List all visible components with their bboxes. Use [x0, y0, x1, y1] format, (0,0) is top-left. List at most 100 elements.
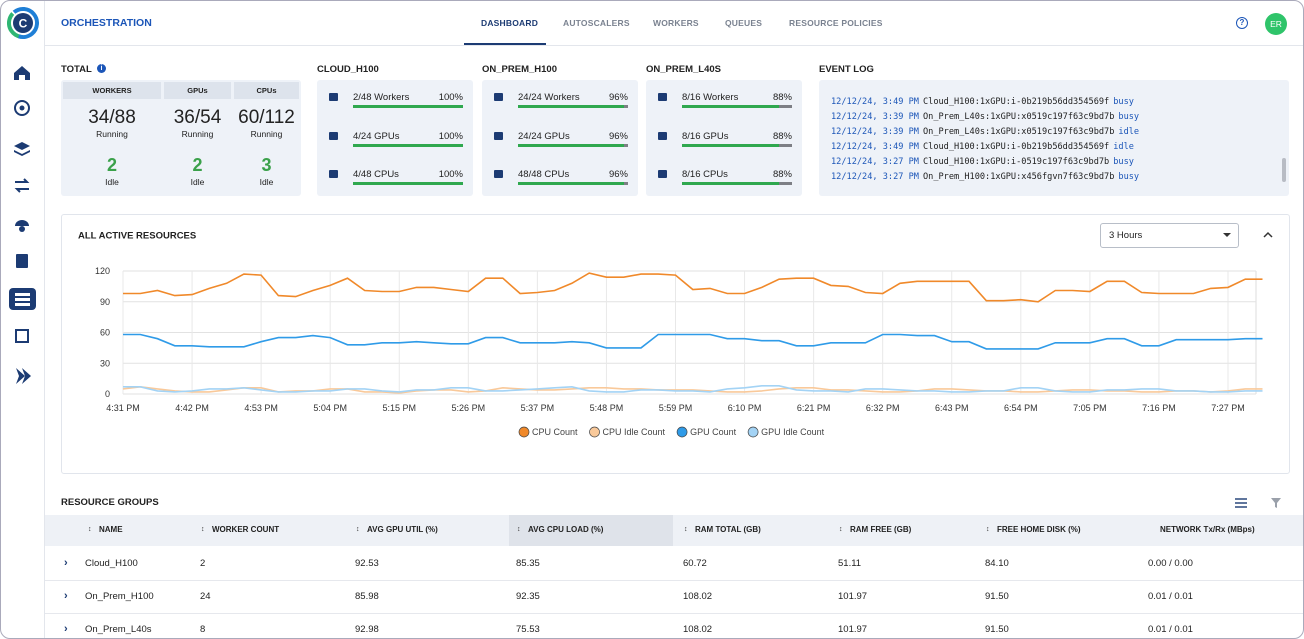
log-time: 12/12/24, 3:39 PM: [831, 127, 919, 137]
table-cell: 108.02: [683, 591, 713, 602]
table-tools[interactable]: [1234, 496, 1294, 510]
x-tick-label: 5:15 PM: [382, 403, 416, 413]
running-count: 60/112: [238, 107, 295, 128]
running-label: Running: [96, 129, 128, 139]
chart: ALL ACTIVE RESOURCES 0 30 60 90 120 4:31 PM 4:…: [78, 231, 1263, 438]
expand-button[interactable]: ›: [64, 557, 68, 569]
expand-button[interactable]: ›: [64, 623, 68, 635]
table-cell: 85.35: [516, 558, 540, 569]
log-entry: 12/12/24, 3:49 PM Cloud_H100:1xGPU:i-0b21…: [831, 97, 1138, 107]
help-button[interactable]: ?: [1236, 17, 1248, 29]
series-line: [123, 333, 1263, 350]
log-status: idle: [1118, 127, 1140, 137]
sidebar: [1, 1, 45, 638]
bar-fill: [518, 143, 624, 147]
section-title: TOTAL: [61, 64, 92, 75]
tab[interactable]: WORKERS: [653, 18, 699, 28]
section-title: EVENT LOG: [819, 64, 874, 75]
table-cell: On_Prem_L40s: [85, 624, 152, 635]
nav-icons[interactable]: [1, 56, 44, 396]
resource-icon: [658, 93, 667, 101]
resource-percent: 96%: [608, 169, 628, 180]
x-tick-label: 5:26 PM: [452, 403, 486, 413]
bar-fill: [518, 105, 624, 108]
resource-icon: [494, 131, 503, 140]
x-tick-label: 7:16 PM: [1142, 403, 1176, 413]
log-text: On_Prem_L40s:1xGPU:x0519c197f63c9bd7b: [922, 112, 1115, 122]
log-status: busy: [1118, 172, 1140, 182]
log-text: Cloud_H100:1xGPU:i-0519c197f63c9bd7b: [922, 157, 1110, 167]
idle-count: 3: [261, 155, 272, 175]
tab[interactable]: QUEUES: [725, 18, 763, 28]
resource-icon: [494, 93, 503, 101]
chart-card: [61, 214, 1290, 474]
x-tick-label: 4:53 PM: [244, 403, 278, 413]
total-card: WORKERS 34/88 Running 2 Idle GPUs 36/54 Running…: [61, 80, 301, 196]
idle-label: Idle: [259, 177, 274, 187]
table-cell: On_Prem_H100: [85, 591, 154, 602]
legend-marker: [747, 426, 759, 438]
log-entry: 12/12/24, 3:39 PM On_Prem_L40s:1xGPU:x051…: [831, 112, 1143, 122]
user-avatar[interactable]: ER: [1265, 13, 1287, 35]
y-tick-label: 0: [105, 389, 110, 399]
resource-label: 8/16 GPUs: [682, 130, 729, 142]
tab[interactable]: RESOURCE POLICIES: [789, 18, 883, 28]
column-header: RAM FREE (GB): [850, 525, 912, 534]
log-time: 12/12/24, 3:27 PM: [831, 157, 919, 167]
idle-label: Idle: [190, 177, 205, 187]
table-cell: 60.72: [683, 558, 707, 569]
column-header: RAM TOTAL (GB): [695, 525, 761, 534]
range-select[interactable]: 3 Hours: [1100, 223, 1239, 248]
resource-label: 8/16 CPUs: [682, 169, 728, 180]
app-title: ORCHESTRATION: [61, 17, 152, 29]
info-icon[interactable]: i: [97, 64, 106, 73]
table-cell: 0.00 / 0.00: [1148, 558, 1193, 569]
legend-marker: [518, 426, 530, 438]
resource-percent: 96%: [608, 130, 628, 142]
bar-fill: [518, 182, 624, 185]
header-divider: [45, 45, 1303, 46]
tab[interactable]: AUTOSCALERS: [563, 18, 630, 28]
table-cell: 8: [200, 624, 206, 635]
running-count: 34/88: [88, 107, 136, 128]
bar-fill: [682, 105, 779, 108]
active-tab-indicator: [464, 43, 546, 45]
table-cell: 101.97: [838, 624, 868, 635]
log-entry: 12/12/24, 3:39 PM On_Prem_L40s:1xGPU:x051…: [831, 127, 1143, 137]
expand-button[interactable]: ›: [64, 590, 68, 602]
table-cell: 0.01 / 0.01: [1148, 591, 1193, 602]
table-cell: 84.10: [985, 558, 1009, 569]
table-cell: 101.97: [838, 591, 868, 602]
log-status: idle: [1113, 142, 1134, 152]
column-header: WORKER COUNT: [212, 525, 280, 534]
event-log: 12/12/24, 3:49 PM Cloud_H100:1xGPU:i-0b21…: [819, 80, 1289, 196]
scrollbar[interactable]: [1282, 158, 1286, 182]
bar-fill: [353, 143, 463, 147]
table-cell: 92.53: [355, 558, 379, 569]
collapse-button[interactable]: [1263, 231, 1273, 239]
log-status: busy: [1118, 112, 1140, 122]
resource-icon: [329, 170, 338, 178]
log-text: On_Prem_H100:1xGPU:x456fgvn7f63c9bd7b: [922, 172, 1115, 182]
bar-fill: [682, 182, 779, 185]
resource-icon: [329, 131, 338, 140]
legend-marker: [676, 426, 688, 438]
sort-icon: ↕: [356, 526, 360, 533]
resource-percent: 88%: [772, 92, 792, 103]
sort-icon: ↕: [986, 526, 990, 533]
legend-label: GPU Idle Count: [761, 427, 825, 437]
log-text: Cloud_H100:1xGPU:i-0b219b56dd354569f: [922, 97, 1110, 107]
section-title: ON_PREM_L40S: [646, 64, 721, 75]
resource-label: 24/24 Workers: [518, 92, 580, 103]
column-header: WORKERS: [63, 82, 161, 99]
column-header: NAME: [99, 525, 123, 534]
x-tick-label: 5:48 PM: [590, 403, 624, 413]
bar-fill: [353, 105, 463, 108]
log-status: busy: [1113, 157, 1134, 167]
table-cell: 51.11: [838, 558, 862, 569]
legend-label: CPU Idle Count: [603, 427, 666, 437]
x-tick-label: 7:05 PM: [1073, 403, 1107, 413]
resource-icon: [658, 170, 667, 178]
series-line: [123, 272, 1263, 303]
tab[interactable]: DASHBOARD: [481, 18, 539, 28]
